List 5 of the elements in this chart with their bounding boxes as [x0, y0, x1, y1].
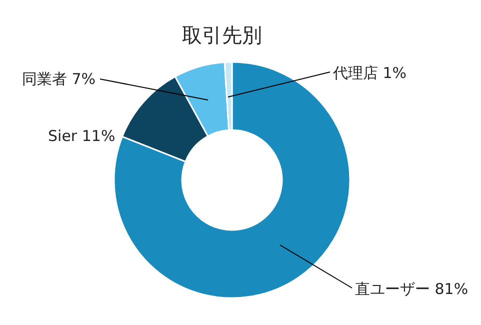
slice-label: 直ユーザー 81%	[355, 280, 468, 298]
slice-label: 代理店 1%	[332, 64, 407, 82]
chart-title: 取引先別	[182, 23, 262, 47]
slice-label: 同業者 7%	[22, 70, 96, 88]
slice-label: Sier 11%	[48, 127, 116, 145]
